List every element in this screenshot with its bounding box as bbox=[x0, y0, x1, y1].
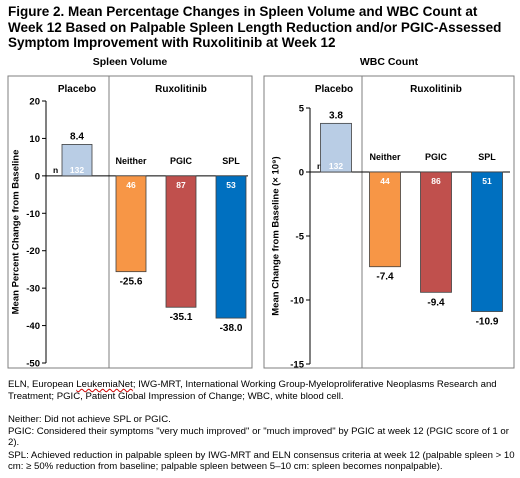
spleen-category-label-neither: Neither bbox=[115, 156, 147, 166]
figure-title: Figure 2. Mean Percentage Changes in Spl… bbox=[8, 4, 502, 50]
wbc-count-panel: WBC Count Placebo Ruxolitinib 5 0 -5 -10 -15 Me… bbox=[262, 56, 516, 370]
spleen-n-label: n bbox=[53, 165, 58, 175]
wbc-value-label-neither: -7.4 bbox=[376, 272, 394, 283]
spleen-volume-chart: Placebo Ruxolitinib 20 10 0 -10 -20 -30 -40 -50 Me… bbox=[7, 75, 253, 370]
spleen-y-tick-label: 0 bbox=[35, 171, 40, 182]
spleen-volume-panel: Spleen Volume Placebo Ruxolitinib 20 10 0 -10… bbox=[6, 56, 254, 370]
spleen-category-label-spl: SPL bbox=[222, 156, 240, 166]
wbc-bar-neither bbox=[369, 171, 401, 268]
wbc-y-tick-label: -10 bbox=[290, 296, 304, 307]
spleen-y-axis-label: Mean Percent Change from Baseline bbox=[11, 150, 22, 315]
spleen-y-tick-label: -40 bbox=[26, 321, 40, 332]
spl-definition: SPL: Achieved reduction in palpable sple… bbox=[8, 449, 515, 473]
wbc-y-tick-label: -15 bbox=[290, 360, 304, 371]
definitions-note: Neither: Did not achieve SPL or PGIC. PG… bbox=[8, 414, 516, 473]
wbc-value-label-pgic: -9.4 bbox=[427, 297, 445, 308]
spleen-y-tick-label: 20 bbox=[29, 97, 40, 108]
wbc-y-tick-label: 0 bbox=[299, 168, 304, 179]
spleen-group-label-ruxolitinib: Ruxolitinib bbox=[155, 84, 207, 95]
panel-title-wbc-count: WBC Count bbox=[359, 56, 419, 68]
spleen-n-value-spl: 53 bbox=[226, 180, 236, 190]
spleen-y-tick-label: -30 bbox=[26, 284, 40, 295]
wbc-bar-placebo bbox=[320, 122, 352, 173]
spleen-n-value-neither: 46 bbox=[126, 180, 136, 190]
wbc-group-label-ruxolitinib: Ruxolitinib bbox=[410, 84, 462, 95]
wbc-n-value-neither: 44 bbox=[380, 176, 390, 186]
wbc-category-label-pgic: PGIC bbox=[425, 152, 448, 162]
spleen-value-label-spl: -38.0 bbox=[220, 323, 243, 334]
neither-definition: Neither: Did not achieve SPL or PGIC. bbox=[8, 414, 171, 425]
spleen-y-tick-label: -50 bbox=[26, 359, 40, 370]
spleen-n-value-placebo: 132 bbox=[70, 165, 84, 175]
pgic-definition: PGIC: Considered their symptoms "very mu… bbox=[8, 425, 509, 449]
wbc-category-label-neither: Neither bbox=[369, 152, 401, 162]
wbc-bar-pgic bbox=[420, 171, 452, 293]
spleen-bar-pgic bbox=[165, 175, 197, 308]
wbc-n-label: n bbox=[317, 161, 322, 171]
spleen-y-tick-label: 10 bbox=[29, 134, 40, 145]
abbrev-text-1: ELN, European bbox=[8, 379, 77, 390]
spleen-value-label-neither: -25.6 bbox=[120, 277, 143, 288]
wbc-bar-spl bbox=[471, 171, 503, 312]
spleen-value-label-placebo: 8.4 bbox=[70, 131, 84, 142]
abbrev-leukemianet: LeukemiaNet bbox=[76, 379, 133, 390]
spleen-y-tick-label: -10 bbox=[26, 209, 40, 220]
wbc-value-label-spl: -10.9 bbox=[476, 317, 499, 328]
wbc-value-label-placebo: 3.8 bbox=[329, 110, 343, 121]
wbc-group-label-placebo: Placebo bbox=[315, 84, 353, 95]
abbreviations-note: ELN, European LeukemiaNet; IWG-MRT, Inte… bbox=[8, 379, 516, 402]
wbc-frame bbox=[263, 75, 515, 369]
spleen-bar-placebo bbox=[61, 144, 93, 177]
spleen-frame bbox=[7, 75, 253, 369]
spleen-bar-spl bbox=[215, 175, 247, 319]
spleen-y-tick-label: -20 bbox=[26, 246, 40, 257]
wbc-y-tick-label: -5 bbox=[296, 232, 305, 243]
spleen-category-label-pgic: PGIC bbox=[170, 156, 193, 166]
wbc-category-label-spl: SPL bbox=[478, 152, 496, 162]
spleen-group-label-placebo: Placebo bbox=[58, 84, 96, 95]
abbrev-text-2: ; IWG-MRT, International Working Group-M… bbox=[8, 379, 497, 402]
spleen-value-label-pgic: -35.1 bbox=[170, 312, 193, 323]
spleen-n-value-pgic: 87 bbox=[176, 180, 186, 190]
wbc-y-axis-label: Mean Change from Baseline (× 10⁹) bbox=[271, 156, 282, 315]
wbc-y-tick-label: 5 bbox=[299, 104, 305, 115]
wbc-n-value-placebo: 132 bbox=[329, 161, 343, 171]
wbc-n-value-spl: 51 bbox=[482, 176, 492, 186]
wbc-count-chart: Placebo Ruxolitinib 5 0 -5 -10 -15 Mean Change … bbox=[263, 75, 515, 371]
panel-title-spleen-volume: Spleen Volume bbox=[92, 56, 168, 68]
spleen-bar-neither bbox=[115, 175, 147, 273]
wbc-n-value-pgic: 86 bbox=[431, 176, 441, 186]
